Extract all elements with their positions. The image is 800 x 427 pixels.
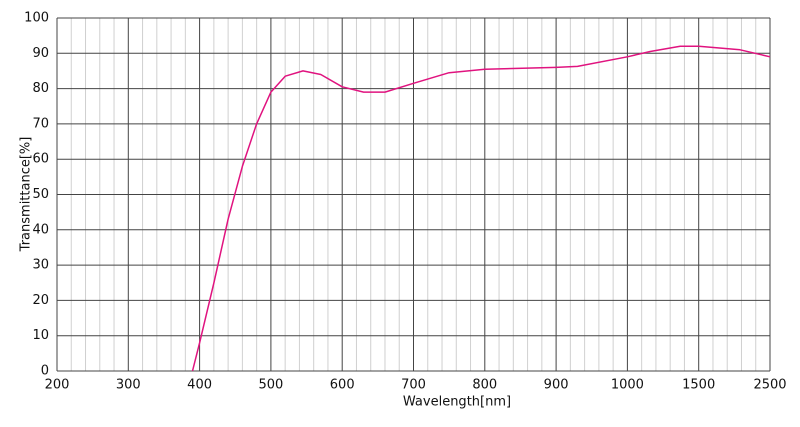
x-tick-label: 200 [45,378,70,393]
line [191,45,771,372]
y-tick-label: 10 [32,328,49,343]
y-tick-label: 80 [32,81,49,96]
y-tick-label: 60 [32,152,49,167]
y-tick-label: 90 [32,46,49,61]
y-tick-label: 70 [32,116,49,131]
y-tick-label: 20 [32,293,49,308]
y-axis-label: Transmittance[%] [19,137,34,253]
x-tick-label: 700 [401,378,426,393]
x-tick-label: 900 [544,378,569,393]
x-tick-label: 1000 [611,378,644,393]
x-tick-label: 1500 [682,378,715,393]
x-tick-label: 2500 [753,378,786,393]
x-tick-label: 400 [187,378,212,393]
y-tick-label: 100 [24,11,49,26]
y-tick-label: 30 [32,258,49,273]
x-tick-label: 300 [116,378,141,393]
x-tick-label: 500 [258,378,283,393]
y-tick-label: 0 [41,364,49,379]
y-tick-label: 40 [32,222,49,237]
x-tick-label: 800 [472,378,497,393]
x-tick-label: 600 [330,378,355,393]
y-tick-label: 50 [32,187,49,202]
x-axis-label: Wavelength[nm] [403,395,511,410]
